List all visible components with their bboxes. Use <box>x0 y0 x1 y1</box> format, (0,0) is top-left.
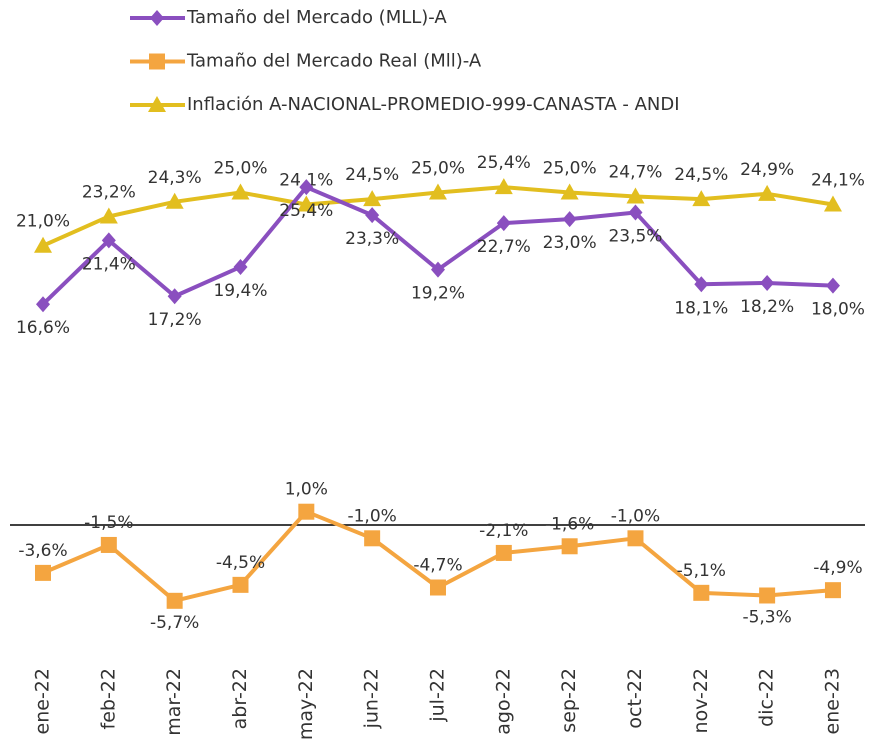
marker <box>165 192 184 209</box>
x-tick-label: sep-22 <box>558 668 580 733</box>
data-label: 23,0% <box>543 233 597 253</box>
marker <box>760 274 775 291</box>
marker <box>693 584 710 601</box>
marker <box>626 187 645 204</box>
data-label: 24,3% <box>148 168 202 188</box>
marker <box>149 53 165 70</box>
marker <box>627 530 644 547</box>
legend-label: Tamaño del Mercado Real (Mll)-A <box>186 51 482 72</box>
marker <box>231 183 250 200</box>
marker <box>99 207 118 224</box>
data-label: 23,5% <box>608 226 662 246</box>
data-label: 18,2% <box>740 297 794 317</box>
x-tick-label: nov-22 <box>690 668 712 733</box>
data-label: 25,0% <box>543 159 597 179</box>
x-tick-label: ene-23 <box>821 668 843 734</box>
marker <box>496 215 511 232</box>
marker <box>36 296 50 313</box>
legend-label: Inflación A-NACIONAL-PROMEDIO-999-CANAST… <box>187 94 680 115</box>
data-label: 23,3% <box>345 229 399 249</box>
x-tick-label: jul-22 <box>426 668 448 723</box>
marker <box>34 236 52 253</box>
marker <box>148 96 166 112</box>
data-label: -4,7% <box>413 556 462 576</box>
data-label: -4,5% <box>216 553 265 573</box>
data-label: 25,0% <box>411 159 465 179</box>
data-label: 19,4% <box>213 281 267 301</box>
marker <box>561 538 578 555</box>
data-label: 22,7% <box>477 237 531 257</box>
data-label: -3,6% <box>18 541 67 561</box>
x-tick-label: may-22 <box>295 668 317 740</box>
marker <box>628 204 643 221</box>
data-label: 24,5% <box>674 165 728 185</box>
marker <box>365 207 380 224</box>
data-label: 25,4% <box>279 201 333 221</box>
marker <box>494 178 513 195</box>
marker <box>101 232 116 249</box>
marker <box>428 183 447 200</box>
data-label: 23,2% <box>82 182 136 202</box>
data-label: 18,1% <box>674 298 728 318</box>
marker <box>297 195 316 212</box>
data-label: 16,6% <box>16 318 70 338</box>
marker <box>562 211 577 228</box>
data-label: 18,0% <box>811 300 865 320</box>
marker <box>166 592 183 609</box>
data-label: 24,7% <box>608 162 662 182</box>
x-tick-label: dic-22 <box>756 668 778 727</box>
data-label: -1,0% <box>611 506 660 526</box>
x-tick-label: mar-22 <box>163 668 185 736</box>
marker <box>232 576 249 593</box>
marker <box>694 276 709 293</box>
marker <box>429 579 446 596</box>
data-label: 17,2% <box>148 310 202 330</box>
marker <box>825 277 840 294</box>
x-tick-label: feb-22 <box>97 668 119 729</box>
marker <box>167 288 182 305</box>
data-label: -4,9% <box>813 558 862 578</box>
data-label: 25,4% <box>477 153 531 173</box>
data-label: -1,5% <box>84 513 133 533</box>
marker <box>430 261 445 278</box>
marker <box>150 10 164 26</box>
data-label: -5,3% <box>742 607 791 627</box>
marker <box>495 544 512 561</box>
marker <box>364 530 381 547</box>
x-tick-label: oct-22 <box>624 668 646 729</box>
data-label: 24,5% <box>345 165 399 185</box>
marker <box>35 564 51 581</box>
data-label: 21,0% <box>16 212 70 232</box>
x-tick-label: ene-22 <box>32 668 54 734</box>
marker <box>299 179 314 196</box>
x-tick-label: abr-22 <box>229 668 251 729</box>
data-label: -5,1% <box>677 561 726 581</box>
data-label: -2,1% <box>479 521 528 541</box>
data-label: 24,1% <box>811 170 865 190</box>
marker <box>823 195 842 212</box>
x-tick-label: ago-22 <box>492 668 514 735</box>
data-label: 24,9% <box>740 160 794 180</box>
x-tick-label: jun-22 <box>361 668 383 729</box>
marker <box>363 190 382 207</box>
marker <box>692 190 711 207</box>
data-label: -1,0% <box>347 506 396 526</box>
data-label: 19,2% <box>411 284 465 304</box>
marker <box>824 582 841 599</box>
marker <box>298 503 315 520</box>
marker <box>560 183 579 200</box>
marker <box>759 587 776 604</box>
data-label: 1,0% <box>285 480 328 500</box>
data-label: 25,0% <box>213 159 267 179</box>
marker <box>758 184 777 201</box>
marker <box>100 536 117 553</box>
marker <box>233 258 248 275</box>
data-label: -5,7% <box>150 613 199 633</box>
data-label: -1,6% <box>545 514 594 534</box>
data-label: 21,4% <box>82 254 136 274</box>
legend-label: Tamaño del Mercado (MLL)-A <box>186 7 447 28</box>
